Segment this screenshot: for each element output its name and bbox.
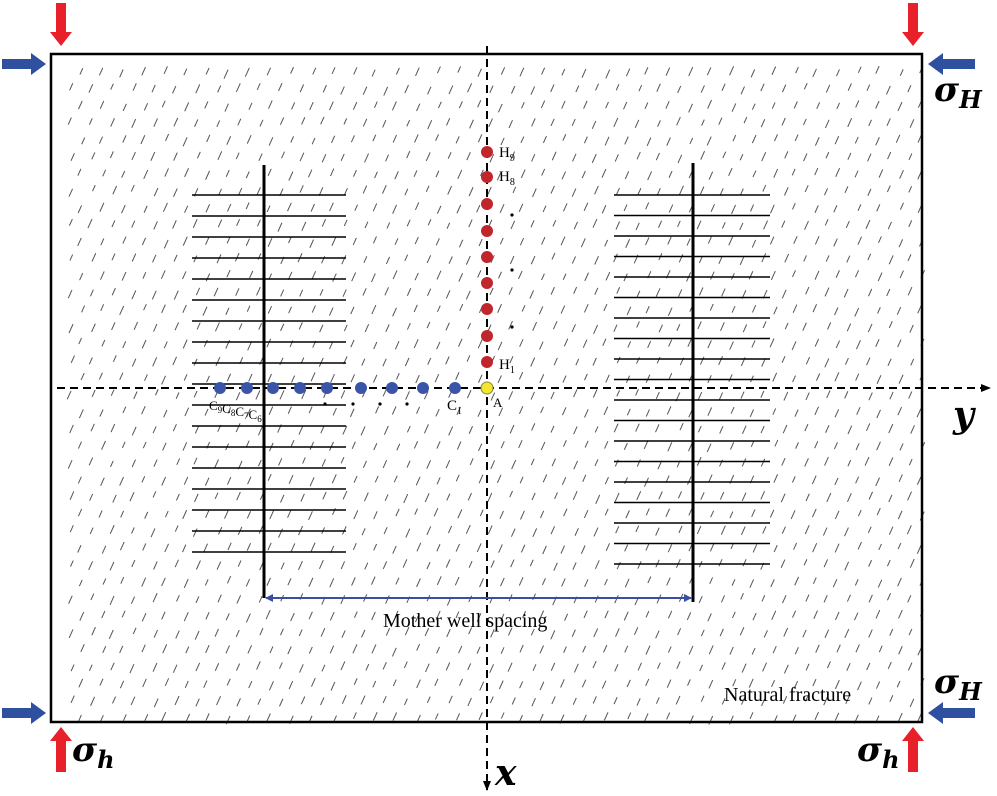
label-c1: C1 (447, 398, 462, 417)
label-h1: H1 (499, 357, 515, 376)
h-point (481, 356, 493, 368)
ellipsis-dot (510, 325, 514, 329)
h-point (481, 225, 493, 237)
ellipsis-dots (323, 213, 514, 406)
sigma-h-arrow-top-left (50, 3, 72, 46)
c-point (449, 382, 461, 394)
label-point-a: A (493, 395, 503, 410)
ellipsis-dot (323, 402, 327, 406)
c-monitoring-points (214, 382, 461, 394)
ellipsis-dot (510, 268, 514, 272)
h-point (481, 277, 493, 289)
sigma-h-max-top-label: σH (934, 70, 983, 114)
c-point (214, 382, 226, 394)
label-h8: H8 (499, 169, 515, 188)
h-point (481, 146, 493, 158)
h-point (481, 171, 493, 183)
mother-well-spacing-label: Mother well spacing (383, 610, 547, 632)
stress-arrows (2, 3, 975, 772)
label-h9: H9 (499, 145, 515, 164)
h-point (481, 198, 493, 210)
sigma-hmax-arrow-bottom-left (2, 702, 46, 724)
h-point (481, 251, 493, 263)
h-point (481, 303, 493, 315)
axis-x-label: x (494, 752, 517, 794)
sigma-hmax-arrow-top-right (928, 53, 975, 75)
c-point (321, 382, 333, 394)
sigma-hmax-arrow-top-left (2, 53, 46, 75)
c-point (294, 382, 306, 394)
ellipsis-dot (405, 402, 409, 406)
h-monitoring-points (481, 146, 493, 368)
ellipsis-dot (378, 402, 382, 406)
label-c9-c6: C9C8C7C6 (209, 398, 262, 424)
sigma-h-min-right-label: σh (857, 730, 900, 774)
c-point (417, 382, 429, 394)
ellipsis-dot (510, 213, 514, 217)
point-a-marker (480, 381, 494, 395)
c-point (386, 382, 398, 394)
axis-y-label: y (952, 394, 976, 436)
natural-fracture-label: Natural fracture (724, 684, 851, 706)
sigma-hmax-arrow-bottom-right (928, 702, 975, 724)
sigma-h-arrow-bottom-left (50, 727, 72, 772)
left-well-hydraulic-fractures (192, 194, 346, 553)
ellipsis-dot (351, 402, 355, 406)
sigma-h-min-left-label: σh (72, 730, 115, 774)
sigma-h-arrow-top-right (902, 3, 924, 46)
c-point (241, 382, 253, 394)
h-point (481, 330, 493, 342)
sigma-h-arrow-bottom-right (902, 727, 924, 772)
c-point (267, 382, 279, 394)
sigma-h-max-bottom-label: σH (934, 662, 983, 706)
c-point (355, 382, 367, 394)
